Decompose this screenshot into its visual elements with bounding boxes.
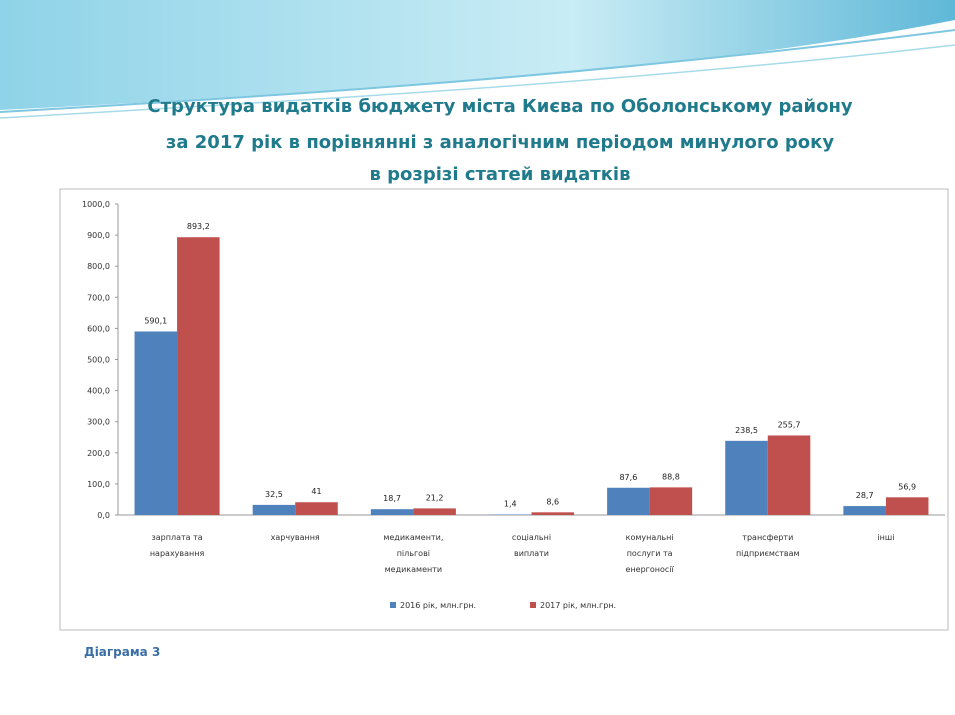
y-tick-label: 100,0 xyxy=(87,480,110,489)
legend-label: 2016 рік, млн.грн. xyxy=(400,601,476,610)
value-label: 28,7 xyxy=(856,491,874,500)
bar xyxy=(885,497,929,515)
y-tick-label: 800,0 xyxy=(87,262,110,271)
x-tick-label: комунальні послуги та енергоносії xyxy=(626,533,675,574)
bar xyxy=(649,487,693,515)
bar xyxy=(370,509,414,515)
bar xyxy=(134,331,178,515)
y-tick-label: 900,0 xyxy=(87,231,110,240)
title-line: Структура видатків бюджету міста Києва п… xyxy=(147,96,853,117)
value-label: 238,5 xyxy=(735,426,758,435)
value-label: 41 xyxy=(311,487,321,496)
header-wave xyxy=(0,0,955,119)
value-label: 255,7 xyxy=(778,420,801,429)
legend-swatch xyxy=(530,602,536,608)
bar xyxy=(767,435,811,515)
value-label: 590,1 xyxy=(144,316,167,325)
title-line: за 2017 рік в порівнянні з аналогічним п… xyxy=(166,132,834,153)
x-tick-label: інші xyxy=(877,533,894,542)
bar xyxy=(531,512,575,515)
bar xyxy=(725,440,768,515)
bar xyxy=(295,502,338,515)
caption: Діаграма 3 xyxy=(84,645,160,659)
value-label: 893,2 xyxy=(187,222,210,231)
value-label: 87,6 xyxy=(619,473,637,482)
bar xyxy=(843,506,886,515)
bar xyxy=(252,504,296,515)
value-label: 18,7 xyxy=(383,494,401,503)
legend-swatch xyxy=(390,602,396,608)
y-tick-label: 200,0 xyxy=(87,449,110,458)
y-tick-label: 700,0 xyxy=(87,293,110,302)
y-tick-label: 600,0 xyxy=(87,324,110,333)
y-tick-label: 300,0 xyxy=(87,418,110,427)
y-tick-label: 0,0 xyxy=(97,511,110,520)
value-label: 8,6 xyxy=(546,497,559,506)
bar xyxy=(413,508,456,515)
value-label: 21,2 xyxy=(426,493,444,502)
value-label: 88,8 xyxy=(662,472,680,481)
legend-label: 2017 рік, млн.грн. xyxy=(540,601,616,610)
value-label: 32,5 xyxy=(265,490,283,499)
x-tick-label: харчування xyxy=(271,533,320,542)
value-label: 56,9 xyxy=(898,482,916,491)
value-label: 1,4 xyxy=(504,500,517,509)
y-tick-label: 400,0 xyxy=(87,387,110,396)
x-tick-label: медикаменти, пільгові медикаменти xyxy=(383,533,443,574)
title-line: в розрізі статей видатків xyxy=(370,164,631,185)
x-tick-label: зарплата та нарахування xyxy=(150,533,205,558)
bar xyxy=(607,487,650,515)
y-tick-label: 1000,0 xyxy=(82,200,110,209)
x-tick-label: трансферти підприємствам xyxy=(736,533,800,558)
bar xyxy=(177,237,220,516)
x-tick-label: соціальні виплати xyxy=(512,533,551,558)
y-tick-label: 500,0 xyxy=(87,356,110,365)
